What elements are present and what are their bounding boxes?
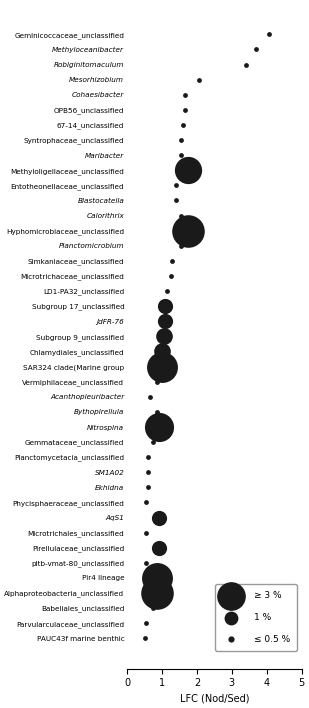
Point xyxy=(156,542,161,554)
Point xyxy=(146,467,150,478)
Point xyxy=(154,376,159,387)
Point xyxy=(170,255,175,266)
Point xyxy=(159,346,164,357)
Point xyxy=(182,89,187,101)
Point xyxy=(182,104,187,115)
Point xyxy=(179,240,184,251)
Point xyxy=(173,195,178,206)
Point xyxy=(186,225,191,236)
Point xyxy=(146,452,150,463)
Point xyxy=(163,300,168,312)
Point xyxy=(154,572,159,583)
Point xyxy=(168,270,173,282)
Point xyxy=(144,527,149,538)
Point xyxy=(146,481,150,493)
Point xyxy=(142,633,147,644)
Point xyxy=(266,29,271,40)
Point xyxy=(151,436,156,447)
Point xyxy=(179,135,184,146)
Point xyxy=(147,391,152,402)
Point xyxy=(156,512,161,523)
Point xyxy=(156,421,161,433)
Point xyxy=(144,617,149,629)
Point xyxy=(151,603,156,614)
Point xyxy=(159,361,164,372)
Point xyxy=(144,497,149,508)
X-axis label: LFC (Nod/Sed): LFC (Nod/Sed) xyxy=(180,694,249,704)
Point xyxy=(179,149,184,161)
Point xyxy=(154,588,159,599)
Point xyxy=(144,557,149,569)
Point xyxy=(165,285,170,297)
Point xyxy=(173,180,178,191)
Point xyxy=(179,210,184,221)
Point xyxy=(163,316,168,327)
Point xyxy=(154,406,159,418)
Legend: ≥ 3 %, 1 %, ≤ 0.5 %: ≥ 3 %, 1 %, ≤ 0.5 % xyxy=(215,584,297,651)
Point xyxy=(196,74,201,86)
Point xyxy=(243,59,248,70)
Point xyxy=(161,331,166,342)
Point xyxy=(186,164,191,176)
Point xyxy=(180,120,185,131)
Point xyxy=(254,44,259,55)
